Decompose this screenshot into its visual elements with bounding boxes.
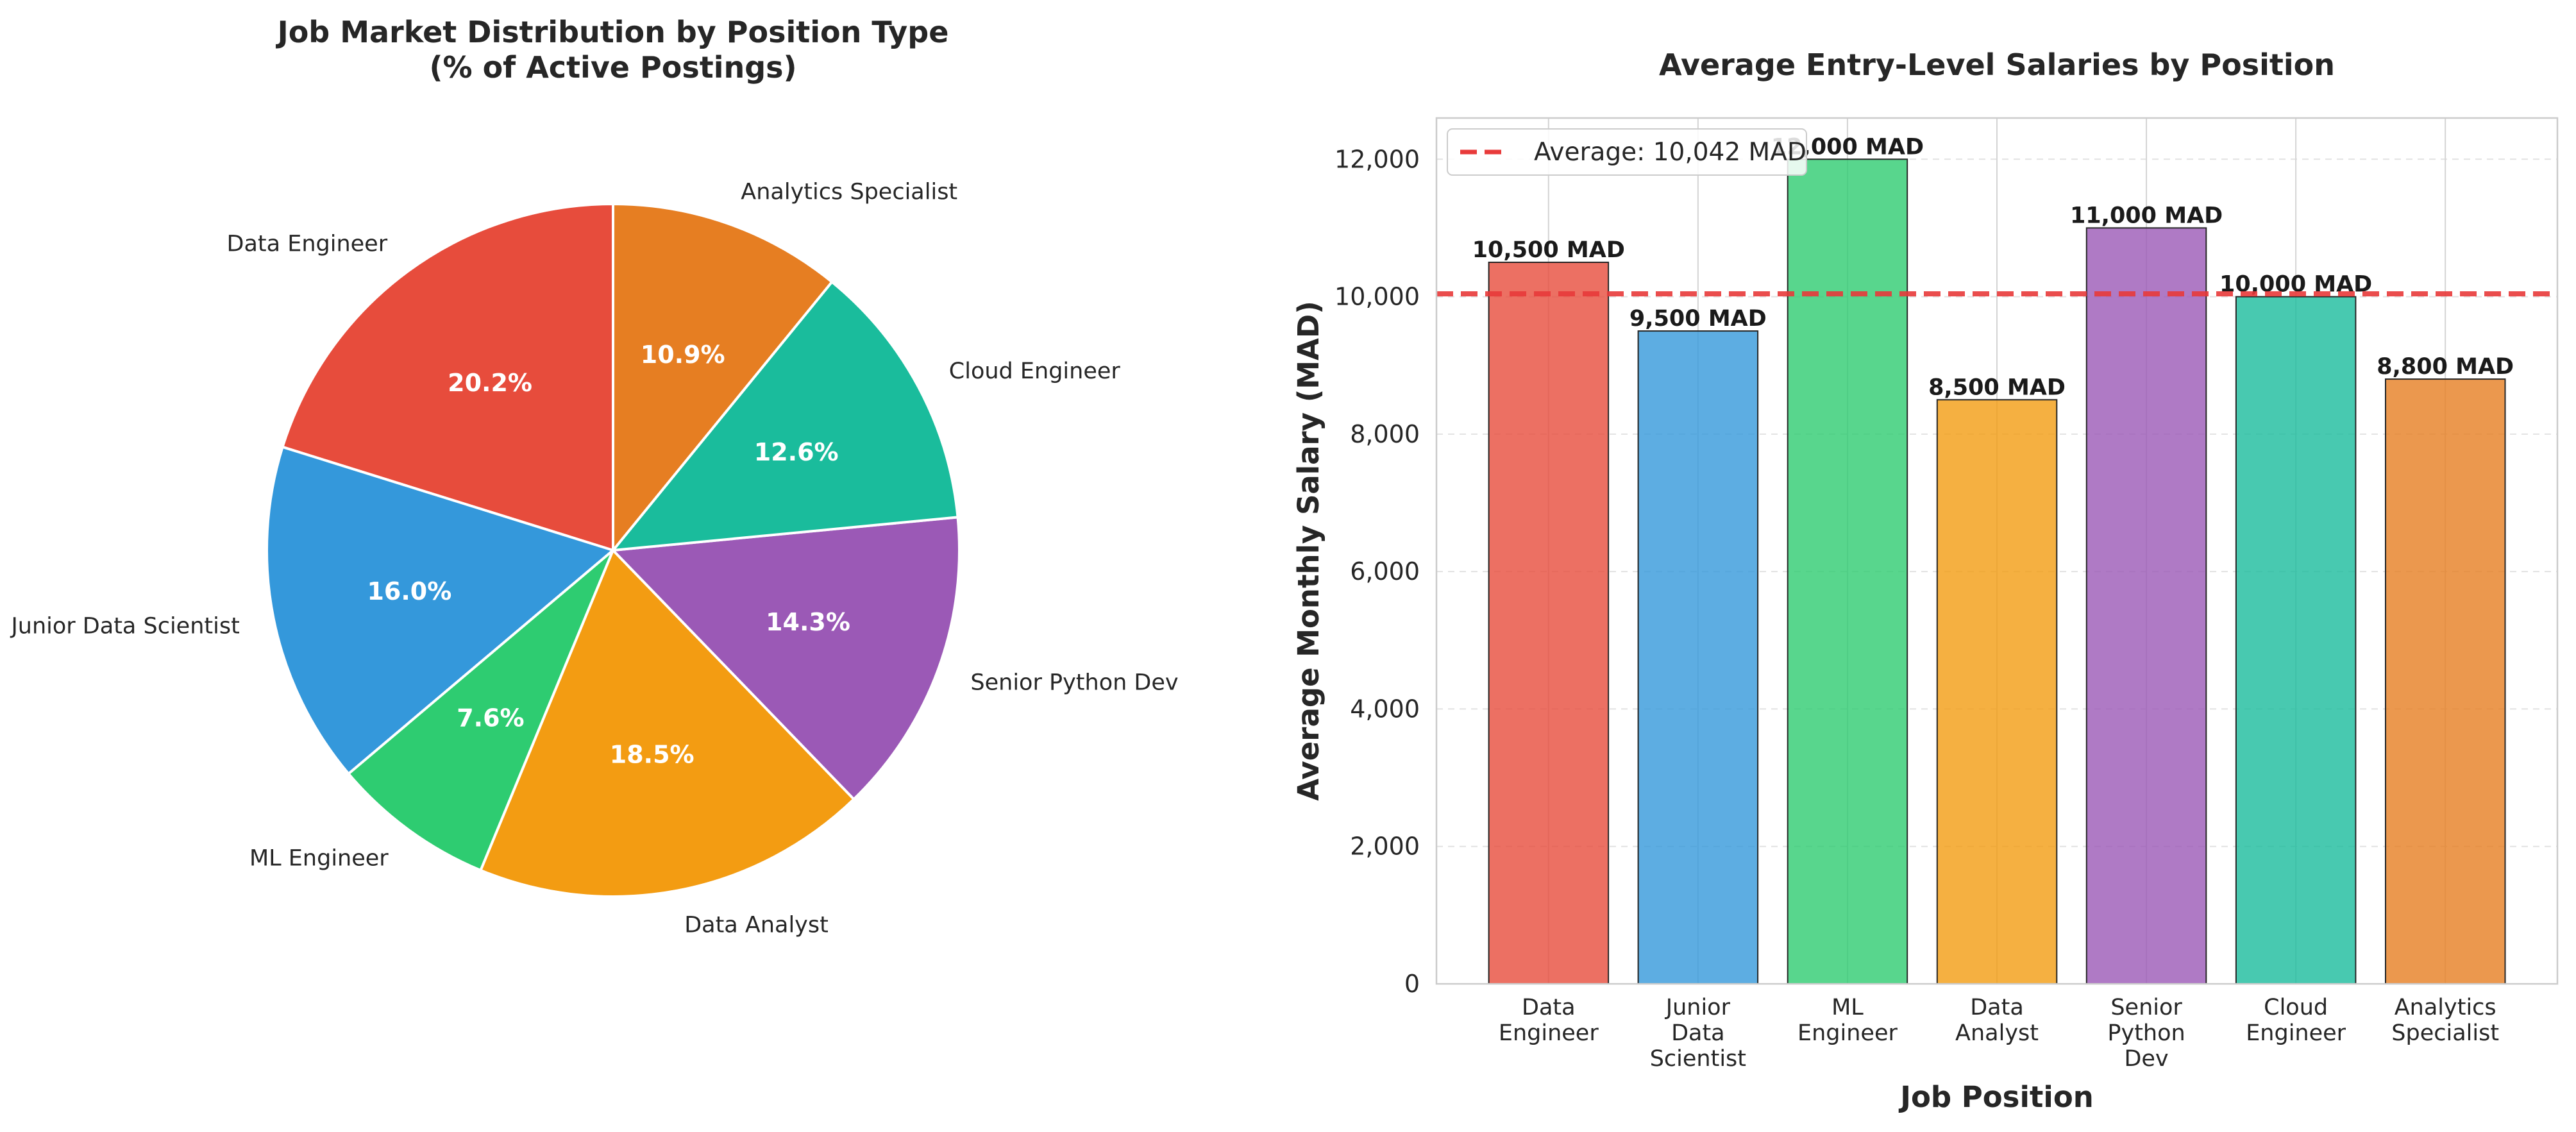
pie-chart: Job Market Distribution by Position Type… xyxy=(10,15,1178,938)
pie-category-label: Senior Python Dev xyxy=(970,670,1178,695)
pie-slice xyxy=(478,548,856,898)
bar-value-label: 8,800 MAD xyxy=(2377,354,2514,380)
y-tick-label: 12,000 xyxy=(1334,145,1420,173)
bar-value-label: 10,500 MAD xyxy=(1472,237,1625,263)
x-tick-label: Data Engineer xyxy=(1499,995,1599,1046)
bar-chart: Average Entry-Level Salaries by Position… xyxy=(1292,47,2559,1114)
bar xyxy=(1936,399,2058,984)
y-tick-label: 8,000 xyxy=(1350,420,1420,448)
pie-slice xyxy=(281,202,614,552)
bar-value-label: 9,500 MAD xyxy=(1629,306,1767,332)
pie-percent-label: 14.3% xyxy=(766,608,850,636)
y-tick-label: 4,000 xyxy=(1350,695,1420,723)
y-tick-label: 2,000 xyxy=(1350,832,1420,861)
y-tick-label: 6,000 xyxy=(1350,557,1420,586)
plot-frame xyxy=(1435,117,2559,985)
pie-slice xyxy=(610,280,959,552)
bar xyxy=(1637,330,1759,984)
pie-title: Job Market Distribution by Position Type xyxy=(276,15,949,49)
pie-category-label: Data Analyst xyxy=(684,913,829,938)
bar xyxy=(1488,262,1610,984)
pie-percent-label: 20.2% xyxy=(448,369,532,397)
pie-slice xyxy=(346,549,614,872)
pie-percent-label: 18.5% xyxy=(610,740,695,768)
pie-category-label: Analytics Specialist xyxy=(741,179,957,205)
bar-title: Average Entry-Level Salaries by Position xyxy=(1659,47,2335,82)
bar xyxy=(2235,296,2357,985)
x-tick-label: ML Engineer xyxy=(1797,995,1898,1046)
pie-slice xyxy=(610,516,961,801)
bar xyxy=(2385,378,2506,984)
bar-ticks: 0 2,000 4,000 6,000 8,000 10,000 12,000 Data Eng… xyxy=(1334,145,2499,1072)
pie-percent-label: 16.0% xyxy=(367,577,451,605)
pie-slice xyxy=(612,202,834,554)
bar xyxy=(1787,158,1908,984)
pie-percent-label: 7.6% xyxy=(457,704,524,732)
pie-labels: Data Engineer Junior Data Scientist ML Eng… xyxy=(10,179,1178,938)
pie-subtitle: (% of Active Postings) xyxy=(429,50,796,85)
y-tick-label: 0 xyxy=(1404,970,1420,998)
pie-percent-label: 10.9% xyxy=(641,341,725,369)
bar xyxy=(2085,227,2207,984)
pie-slices: 20.2% 16.0% 7.6% 18.5% 14.3% 12.6% 10.9% xyxy=(265,202,961,898)
pie-percent-label: 12.6% xyxy=(754,438,839,466)
legend: Average: 10,042 MAD xyxy=(1447,128,1807,176)
pie-category-label: ML Engineer xyxy=(249,846,389,872)
y-axis-title: Average Monthly Salary (MAD) xyxy=(1292,301,1326,801)
x-tick-label: Senior Python Dev xyxy=(2107,995,2185,1072)
pie-category-label: Data Engineer xyxy=(227,231,388,257)
x-tick-label: Cloud Engineer xyxy=(2246,995,2346,1046)
legend-box xyxy=(1447,128,1807,176)
pie-slice xyxy=(265,445,616,776)
x-tick-label: Data Analyst xyxy=(1955,995,2039,1046)
pie-category-label: Junior Data Scientist xyxy=(10,614,239,639)
bar-value-label: 11,000 MAD xyxy=(2070,203,2223,228)
x-axis-title: Job Position xyxy=(1898,1080,2094,1114)
x-tick-label: Junior Data Scientist xyxy=(1650,995,1746,1072)
x-tick-label: Analytics Specialist xyxy=(2391,995,2499,1046)
bar-value-label: 8,500 MAD xyxy=(1928,375,2066,400)
y-tick-label: 10,000 xyxy=(1334,283,1420,311)
legend-label: Average: 10,042 MAD xyxy=(1534,138,1806,167)
pie-category-label: Cloud Engineer xyxy=(949,359,1121,384)
